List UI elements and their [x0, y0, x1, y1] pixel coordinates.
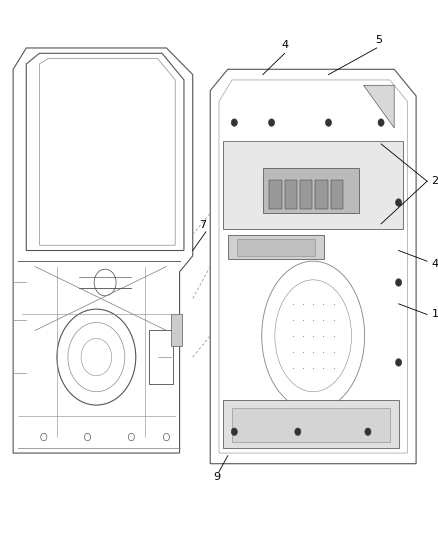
Circle shape — [396, 199, 402, 206]
Circle shape — [396, 279, 402, 286]
Text: 1: 1 — [431, 310, 438, 319]
Text: 4: 4 — [431, 259, 438, 269]
Bar — [300, 180, 312, 209]
Bar — [269, 180, 282, 209]
Bar — [315, 180, 328, 209]
Circle shape — [231, 119, 237, 126]
Text: 5: 5 — [375, 35, 382, 45]
Bar — [223, 400, 399, 448]
Bar — [223, 141, 403, 229]
Bar — [232, 408, 390, 442]
Polygon shape — [364, 85, 394, 128]
Circle shape — [231, 428, 237, 435]
Circle shape — [365, 428, 371, 435]
Text: 7: 7 — [199, 220, 206, 230]
Bar — [228, 235, 324, 259]
Text: 9: 9 — [213, 472, 220, 482]
Text: 4: 4 — [281, 41, 288, 50]
Text: 2: 2 — [431, 176, 438, 186]
Circle shape — [295, 428, 301, 435]
Bar — [149, 330, 173, 384]
Circle shape — [325, 119, 332, 126]
Circle shape — [396, 359, 402, 366]
Circle shape — [378, 119, 384, 126]
Circle shape — [268, 119, 275, 126]
Bar — [285, 180, 297, 209]
Bar — [237, 239, 315, 256]
Bar — [263, 168, 359, 213]
Bar — [331, 180, 343, 209]
Bar — [171, 314, 182, 346]
